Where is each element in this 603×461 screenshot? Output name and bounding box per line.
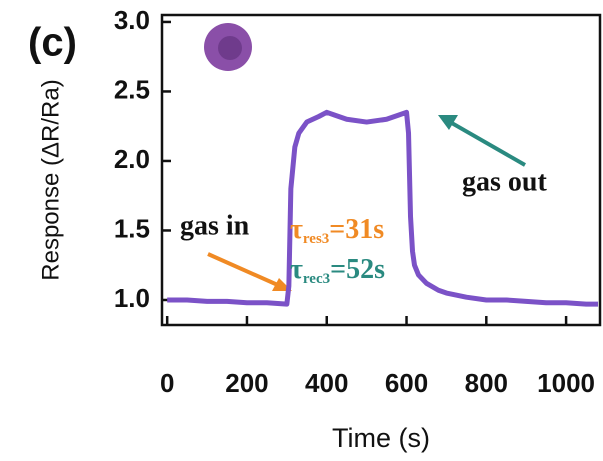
y-tick-label: 1.0 <box>114 283 150 313</box>
arrow <box>449 120 526 167</box>
tau-symbol: τ <box>290 214 303 245</box>
x-tick-label: 200 <box>225 368 268 398</box>
tau-subscript: res3 <box>303 231 329 247</box>
tau-symbol: τ <box>290 254 303 285</box>
y-tick-label: 1.5 <box>114 213 150 243</box>
tau-subscript: rec3 <box>303 271 330 287</box>
y-tick-label: 3.0 <box>114 5 150 35</box>
time-constant: τrec3=52s <box>290 254 385 287</box>
data-line <box>167 109 599 307</box>
y-tick-label: 2.0 <box>114 144 150 174</box>
y-tick-label: 2.5 <box>114 74 150 104</box>
x-tick-label: 1000 <box>537 368 595 398</box>
panel-label: (c) <box>28 21 77 65</box>
x-tick-label: 0 <box>160 368 174 398</box>
x-tick-label: 400 <box>305 368 348 398</box>
x-axis-label: Time (s) <box>332 423 430 453</box>
tau-value: =52s <box>330 254 385 285</box>
arrow-head <box>438 115 458 130</box>
x-tick-label: 800 <box>465 368 508 398</box>
annotation: gas in <box>180 210 250 241</box>
tau-value: =31s <box>329 214 384 245</box>
annotation: gas out <box>462 166 547 197</box>
y-axis-label: Response (ΔR/Ra) <box>37 79 64 280</box>
plot-frame <box>160 13 602 327</box>
x-tick-label: 600 <box>385 368 428 398</box>
arrow <box>207 252 281 288</box>
sample-image-center <box>218 36 242 60</box>
time-constant: τres3=31s <box>290 214 384 247</box>
